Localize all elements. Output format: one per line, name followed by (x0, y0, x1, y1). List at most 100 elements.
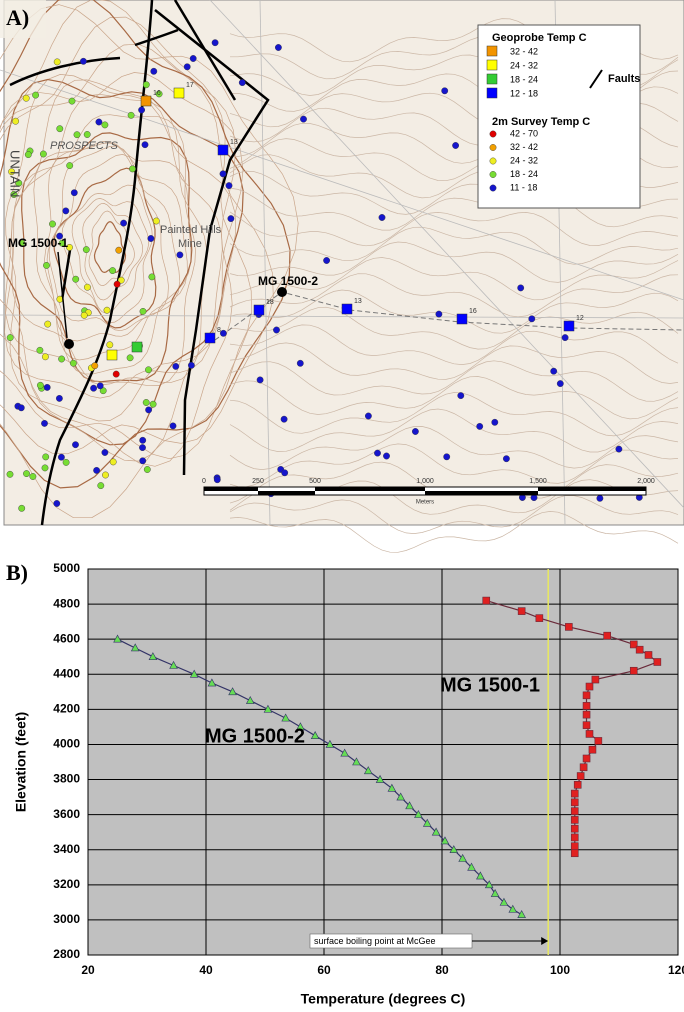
survey-point (383, 453, 389, 459)
x-tick-label: 40 (199, 963, 213, 977)
survey-point (81, 312, 87, 318)
survey-point (226, 182, 232, 188)
geoprobe-point (132, 342, 142, 352)
x-tick-label: 100 (550, 963, 570, 977)
survey-point (32, 92, 38, 98)
marker (483, 597, 490, 604)
legend-swatch (490, 144, 496, 150)
figure: 161713818131612 MG 1500-1 MG 1500-2 PROS… (0, 0, 684, 1012)
survey-point (275, 44, 281, 50)
survey-point (104, 307, 110, 313)
survey-point (54, 59, 60, 65)
point-label: 13 (230, 139, 238, 146)
point-label: 13 (354, 298, 362, 305)
scale-segment (204, 487, 258, 491)
marker (586, 683, 593, 690)
survey-point (257, 377, 263, 383)
survey-point (98, 482, 104, 488)
survey-point (73, 276, 79, 282)
survey-point (120, 220, 126, 226)
survey-point (145, 367, 151, 373)
survey-point (37, 382, 43, 388)
survey-point (114, 281, 120, 287)
scale-label: 500 (309, 478, 321, 485)
survey-point (67, 162, 73, 168)
marker (571, 808, 578, 815)
marker (583, 711, 590, 718)
survey-point (42, 354, 48, 360)
geoprobe-point (218, 145, 228, 155)
legend-label: 24 - 32 (510, 60, 538, 70)
survey-point (138, 107, 144, 113)
survey-point (42, 465, 48, 471)
survey-point (170, 423, 176, 429)
survey-point (54, 500, 60, 506)
survey-point (557, 380, 563, 386)
y-tick-label: 2800 (53, 947, 80, 961)
legend-swatch (490, 185, 496, 191)
survey-point (518, 285, 524, 291)
scale-label: 1,000 (416, 478, 434, 485)
legend-swatch (487, 88, 497, 98)
legend-label: 32 - 42 (510, 46, 538, 56)
survey-point (58, 454, 64, 460)
survey-point (153, 218, 159, 224)
survey-point (148, 235, 154, 241)
marker (571, 790, 578, 797)
survey-point (503, 456, 509, 462)
legend-swatch (490, 131, 496, 137)
survey-point (150, 401, 156, 407)
survey-point (102, 472, 108, 478)
survey-point (41, 420, 47, 426)
survey-point (43, 262, 49, 268)
survey-point (492, 419, 498, 425)
legend-title: Geoprobe Temp C (492, 32, 587, 44)
survey-point (102, 122, 108, 128)
survey-point (379, 214, 385, 220)
survey-point (173, 363, 179, 369)
survey-point (30, 473, 36, 479)
scale-label: 0 (202, 478, 206, 485)
geoprobe-point (141, 96, 151, 106)
map-label: Mine (178, 238, 202, 250)
legend-title: 2m Survey Temp C (492, 116, 590, 128)
survey-point (110, 459, 116, 465)
survey-point (58, 356, 64, 362)
legend-label: 32 - 42 (510, 142, 538, 152)
point-label: 16 (153, 90, 161, 97)
y-tick-label: 3000 (53, 912, 80, 926)
survey-point (143, 82, 149, 88)
y-tick-label: 4400 (53, 666, 80, 680)
survey-point (140, 458, 146, 464)
x-tick-label: 120 (668, 963, 684, 977)
survey-point (83, 246, 89, 252)
legend-swatch (487, 60, 497, 70)
marker (565, 623, 572, 630)
survey-point (25, 151, 31, 157)
survey-point (529, 316, 535, 322)
survey-point (442, 88, 448, 94)
marker (571, 843, 578, 850)
survey-point (140, 308, 146, 314)
survey-point (300, 116, 306, 122)
survey-point (56, 395, 62, 401)
point-label: 16 (469, 308, 477, 315)
survey-point (281, 416, 287, 422)
survey-point (239, 79, 245, 85)
point-label: 18 (266, 299, 274, 306)
survey-point (144, 466, 150, 472)
survey-point (71, 190, 77, 196)
survey-point (80, 58, 86, 64)
survey-point (70, 360, 76, 366)
survey-point (102, 449, 108, 455)
x-tick-label: 80 (435, 963, 449, 977)
survey-point (616, 446, 622, 452)
survey-point (477, 423, 483, 429)
marker (577, 773, 584, 780)
scale-label: 1,500 (529, 478, 547, 485)
well-label: MG 1500-2 (258, 274, 318, 288)
survey-point (63, 459, 69, 465)
survey-point (177, 252, 183, 258)
survey-point (273, 327, 279, 333)
survey-point (18, 405, 24, 411)
